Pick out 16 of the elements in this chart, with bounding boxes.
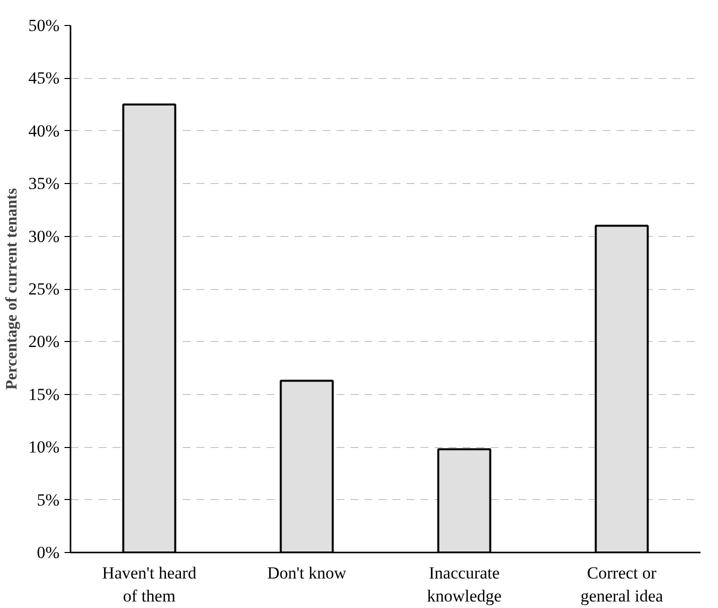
y-tick-label: 50% — [28, 16, 60, 35]
y-tick-label: 10% — [28, 438, 60, 457]
y-tick-label: 15% — [28, 384, 60, 404]
x-tick-label: Don't know — [267, 564, 348, 582]
y-tick-label: 20% — [28, 332, 60, 352]
y-tick-label: 40% — [28, 121, 60, 140]
y-tick-label: 25% — [28, 280, 60, 298]
y-tick-label: 35% — [28, 174, 60, 194]
y-tick-label: 0% — [36, 543, 60, 562]
y-axis-title: Percentage of current tenants — [3, 188, 20, 390]
x-tick-label: Haven't heard of them — [102, 564, 197, 606]
x-tick-label: Inaccurate knowledge — [426, 564, 502, 606]
y-tick-label: 45% — [28, 68, 60, 88]
y-tick-label: 5% — [36, 490, 60, 510]
y-tick-label: 30% — [28, 226, 60, 246]
x-tick-label: Correct or general idea — [580, 564, 664, 606]
